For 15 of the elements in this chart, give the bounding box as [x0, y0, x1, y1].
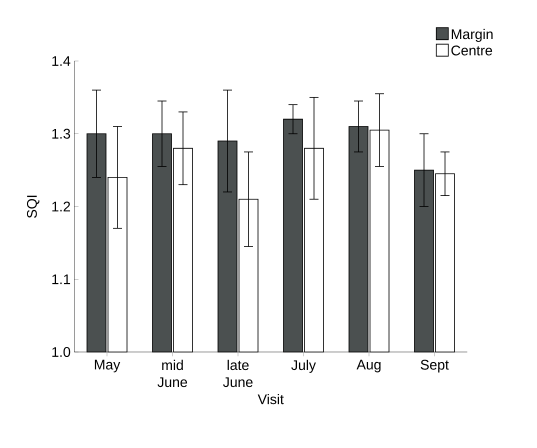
- legend-label: Margin: [452, 28, 493, 42]
- legend-label: Centre: [451, 46, 492, 56]
- x-tick-label: Sept: [420, 360, 449, 372]
- x-tick-label: mid June: [158, 360, 188, 388]
- x-axis-title: Visit: [258, 394, 284, 404]
- y-tick-label: 1.3: [52, 128, 70, 139]
- y-tick-label: 1.2: [52, 202, 70, 212]
- x-tick-label: late June: [223, 360, 253, 388]
- x-tick-label: July: [291, 360, 316, 373]
- y-axis-title: SQI: [26, 196, 40, 218]
- y-tick-label: 1.4: [52, 56, 70, 66]
- x-tick-label: May: [94, 360, 120, 372]
- y-tick-label: 1.0: [52, 347, 70, 357]
- x-tick-label: Aug: [356, 360, 381, 372]
- y-tick-label: 1.1: [52, 274, 70, 284]
